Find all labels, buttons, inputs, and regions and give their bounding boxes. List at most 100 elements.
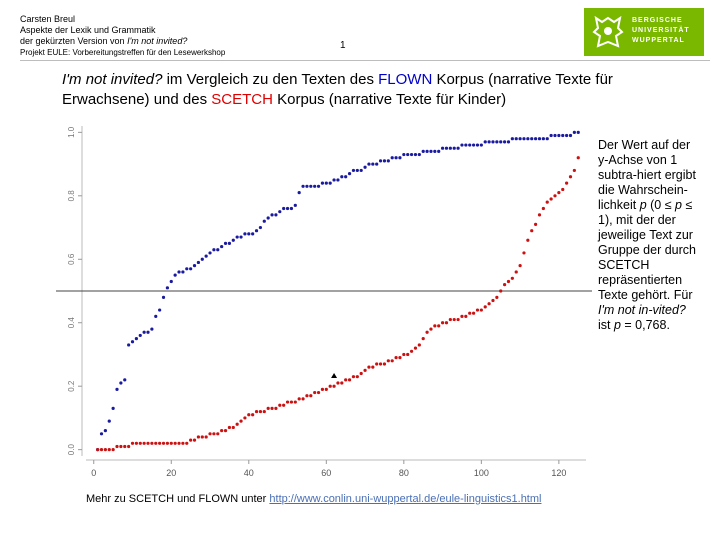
flown-point (402, 152, 406, 157)
flown-point (534, 137, 538, 141)
footer: Mehr zu SCETCH und FLOWN unter http://ww… (86, 493, 541, 505)
scetch-point (448, 317, 452, 322)
flown-point (394, 156, 398, 160)
flown-point (266, 216, 270, 220)
title-text-1: im Vergleich zu den Texten des (162, 71, 379, 88)
scetch-point (134, 441, 138, 445)
scetch-point (208, 432, 212, 436)
scetch-point (278, 403, 282, 407)
scetch-point (328, 384, 332, 388)
scetch-point (324, 387, 328, 391)
scetch-point (158, 441, 162, 445)
scetch-point (406, 352, 410, 357)
flown-point (378, 159, 383, 163)
flown-point (185, 267, 189, 271)
flown-point (115, 387, 119, 391)
flown-point (320, 181, 325, 185)
header-info: Carsten Breul Aspekte der Lexik und Gram… (20, 14, 225, 58)
scetch-point (216, 432, 220, 436)
flown-point (99, 432, 104, 436)
flown-point (220, 244, 224, 249)
note-text-5: = 0,768. (620, 318, 670, 332)
scetch-point (254, 409, 259, 414)
flown-point (169, 279, 173, 284)
scetch-point (576, 156, 580, 160)
flown-point (347, 171, 352, 176)
scetch-point (297, 397, 301, 401)
flown-point (429, 149, 433, 153)
flown-point (313, 184, 317, 188)
project-name: Projekt EULE: Vorbereitungstreffen für d… (20, 48, 226, 57)
x-tick-label: 20 (166, 468, 176, 478)
scetch-point (468, 311, 472, 315)
scetch-point (142, 441, 146, 445)
scetch-point (344, 378, 348, 382)
logo-line-1: BERGISCHE (632, 17, 683, 24)
scetch-point (293, 400, 297, 404)
flown-point (503, 140, 507, 144)
flown-point (223, 241, 228, 246)
note-p-1: p (639, 198, 647, 212)
flown-point (506, 140, 511, 144)
scetch-point (522, 251, 526, 255)
scetch-point (425, 330, 429, 334)
flown-point (107, 419, 111, 423)
flown-point (247, 232, 251, 236)
flown-point (340, 175, 344, 179)
flown-point (111, 406, 115, 411)
scetch-point (243, 416, 247, 420)
scetch-point (204, 435, 208, 439)
flown-point (212, 248, 216, 252)
flown-point (231, 238, 235, 242)
flown-point (227, 241, 232, 246)
flown-point (448, 146, 452, 150)
flown-point (289, 206, 294, 211)
y-tick-label: 0.0 (67, 444, 76, 456)
flown-point (239, 235, 243, 239)
flown-point (119, 381, 123, 385)
flown-point (464, 143, 468, 147)
flown-point (316, 184, 321, 188)
flown-point (417, 152, 421, 157)
scetch-point (561, 187, 565, 192)
x-tick-label: 0 (91, 468, 96, 478)
scetch-point (289, 400, 294, 404)
note-text-4: ist (598, 318, 614, 332)
flown-point (530, 137, 534, 141)
flown-point (134, 336, 138, 341)
logo-text: BERGISCHE UNIVERSITÄT WUPPERTAL (632, 16, 690, 46)
flown-point (251, 232, 255, 236)
flown-point (181, 270, 185, 274)
scetch-point (483, 305, 487, 309)
flown-point (196, 260, 201, 265)
scetch-point (390, 359, 394, 363)
note-text-2: (0 ≤ (646, 198, 676, 212)
y-tick-label: 1.0 (67, 126, 76, 138)
note-text-3: ≤ 1), mit der der jeweilige Text zur Gru… (598, 198, 696, 302)
scetch-point (192, 438, 197, 442)
flown-point (565, 133, 569, 138)
scetch-point (479, 308, 483, 312)
x-tick-label: 80 (399, 468, 409, 478)
flown-point (189, 267, 193, 271)
scetch-point (247, 413, 251, 417)
flown-point (456, 146, 460, 150)
scetch-point (231, 425, 235, 430)
flown-point (568, 133, 573, 138)
scetch-point (545, 200, 549, 204)
flown-point (127, 343, 131, 347)
scetch-point (514, 270, 518, 274)
scetch-point (537, 213, 542, 217)
probability-scatter-chart: 0.0 0.2 0.4 0.6 0.8 1.0 0 20 40 60 80 100 120 (56, 126, 592, 478)
scetch-point (123, 444, 127, 449)
flown-point (254, 229, 259, 233)
scetch-point (235, 422, 239, 426)
flown-point (409, 152, 414, 157)
scetch-point (518, 264, 522, 268)
footer-link[interactable]: http://www.conlin.uni-wuppertal.de/eule-… (269, 493, 542, 505)
scetch-point (223, 429, 228, 433)
scetch-point (402, 352, 406, 357)
scetch-point (417, 343, 421, 347)
title-text-2: Korpus (narrative Texte für Erwachsene) … (62, 71, 613, 108)
scetch-point (165, 441, 169, 445)
